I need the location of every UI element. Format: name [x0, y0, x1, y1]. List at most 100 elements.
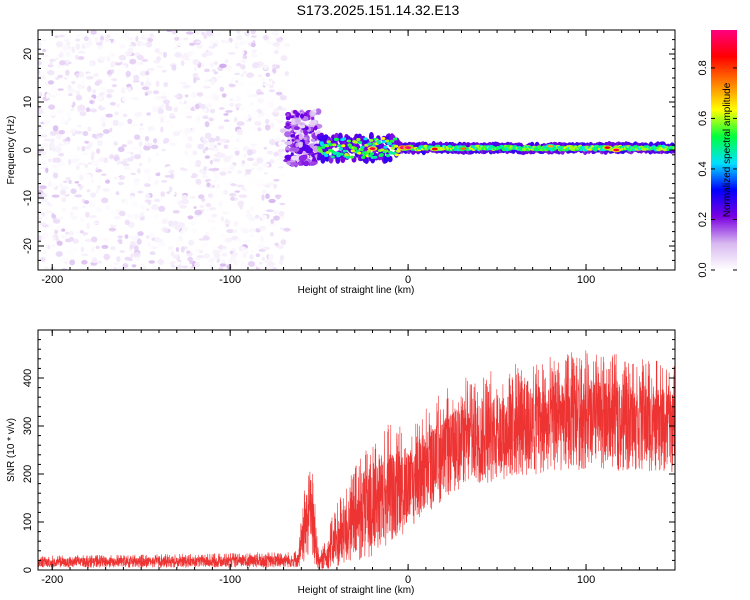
noise-blob — [242, 71, 247, 74]
noise-blob — [91, 133, 97, 138]
noise-blob — [283, 227, 291, 232]
transition-blob — [290, 162, 298, 166]
noise-blob — [187, 169, 195, 172]
noise-blob — [104, 218, 113, 224]
noise-blob — [169, 115, 176, 119]
noise-blob — [131, 264, 137, 268]
noise-blob — [114, 241, 120, 248]
noise-blob — [139, 123, 143, 126]
noise-blob — [109, 127, 113, 133]
noise-blob — [43, 250, 47, 255]
transition-blob — [286, 113, 290, 117]
noise-blob — [117, 261, 126, 265]
noise-blob — [193, 206, 197, 209]
noise-blob — [86, 189, 91, 193]
noise-blob — [196, 255, 205, 259]
noise-blob — [222, 245, 227, 249]
noise-blob — [90, 159, 96, 166]
noise-blob — [110, 246, 116, 251]
noise-blob — [60, 135, 67, 139]
noise-blob — [81, 253, 89, 257]
noise-blob — [241, 160, 246, 164]
noise-blob — [216, 75, 223, 78]
noise-blob — [225, 64, 232, 71]
transition-blob — [298, 155, 307, 162]
noise-blob — [256, 64, 262, 68]
noise-blob — [201, 201, 206, 206]
noise-blob — [210, 62, 214, 67]
band-core — [390, 146, 395, 150]
noise-blob — [42, 232, 49, 239]
noise-blob — [127, 87, 132, 93]
noise-blob — [208, 137, 216, 143]
noise-blob — [101, 197, 109, 204]
noise-blob — [112, 221, 117, 226]
noise-blob — [131, 97, 140, 100]
noise-blob — [258, 52, 263, 56]
noise-blob — [98, 56, 105, 62]
noise-blob — [105, 179, 111, 184]
noise-blob — [88, 147, 93, 152]
noise-blob — [273, 151, 279, 157]
noise-blob — [55, 227, 60, 230]
noise-blob — [221, 93, 227, 98]
transition-blob — [311, 112, 316, 116]
noise-blob — [193, 76, 197, 84]
noise-blob — [236, 62, 242, 67]
noise-blob — [67, 88, 76, 94]
noise-blob — [219, 171, 227, 176]
noise-blob — [110, 132, 116, 139]
noise-blob — [229, 98, 234, 102]
noise-blob — [201, 31, 205, 36]
noise-blob — [172, 210, 180, 214]
noise-blob — [205, 202, 212, 208]
noise-blob — [163, 256, 171, 259]
y-tick-label: 10 — [22, 96, 34, 108]
noise-blob — [234, 180, 240, 185]
band-core — [318, 149, 323, 153]
noise-blob — [90, 192, 96, 198]
band-core — [389, 139, 395, 143]
noise-blob — [254, 111, 259, 118]
noise-blob — [102, 129, 110, 134]
transition-blob — [298, 124, 306, 129]
y-tick-label: 0 — [22, 147, 34, 153]
band-core — [350, 149, 355, 153]
noise-blob — [62, 139, 67, 142]
noise-blob — [51, 164, 59, 169]
noise-blob — [68, 179, 72, 185]
noise-blob — [236, 137, 242, 143]
noise-blob — [63, 77, 68, 80]
noise-blob — [209, 78, 216, 86]
noise-blob — [204, 132, 212, 139]
noise-blob — [45, 93, 50, 99]
noise-blob — [47, 180, 52, 188]
noise-blob — [99, 86, 106, 90]
noise-blob — [168, 186, 173, 193]
noise-blob — [184, 104, 192, 110]
noise-blob — [87, 85, 92, 93]
noise-blob — [200, 125, 205, 130]
noise-blob — [184, 94, 189, 98]
noise-blob — [103, 253, 110, 260]
noise-blob — [89, 108, 98, 113]
noise-blob — [194, 248, 202, 252]
noise-blob — [118, 64, 127, 69]
noise-blob — [242, 252, 247, 259]
noise-blob — [115, 177, 121, 180]
noise-blob — [281, 107, 287, 112]
noise-blob — [273, 49, 279, 55]
noise-blob — [202, 136, 207, 141]
hotspot — [460, 147, 467, 151]
noise-blob — [153, 95, 158, 101]
noise-blob — [236, 81, 245, 86]
noise-blob — [272, 80, 275, 85]
noise-blob — [56, 108, 64, 114]
noise-blob — [71, 46, 75, 53]
noise-blob — [78, 104, 86, 111]
noise-blob — [223, 101, 230, 107]
noise-blob — [163, 99, 170, 105]
noise-blob — [115, 103, 120, 108]
noise-blob — [75, 90, 81, 96]
noise-blob — [244, 37, 251, 42]
